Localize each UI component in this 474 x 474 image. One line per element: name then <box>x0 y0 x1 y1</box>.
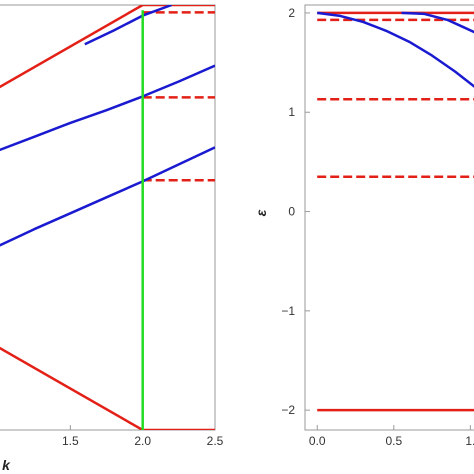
series-group <box>317 11 474 412</box>
red-solid-line <box>0 5 144 89</box>
y-tick-label: 0 <box>288 205 295 219</box>
x-tick-label: 2.0 <box>134 434 151 448</box>
y-axis-label: ε <box>253 209 269 216</box>
plot-frame <box>304 4 474 431</box>
y-tick-label: 1 <box>288 105 295 119</box>
x-tick-label: 1.5 <box>62 434 79 448</box>
x-tick-label: 1. <box>465 434 474 448</box>
x-tick-label: 0.5 <box>385 434 402 448</box>
red-solid-line <box>0 346 144 430</box>
plot-frame <box>0 4 216 431</box>
blue-curve <box>0 146 215 247</box>
x-tick-label: 2.5 <box>207 434 224 448</box>
y-tick-label: −1 <box>281 304 295 318</box>
left-panel: 1.5 2.0 2.5 k <box>0 4 224 473</box>
blue-curve <box>317 11 474 88</box>
x-tick-label: 0.0 <box>309 434 326 448</box>
y-tick-label: −2 <box>281 403 295 417</box>
y-tick-label: 2 <box>288 6 295 20</box>
blue-curve <box>401 11 474 34</box>
blue-curve <box>84 5 173 46</box>
blue-curve <box>0 64 215 152</box>
series-group <box>0 5 215 430</box>
x-axis-label: k <box>2 457 11 473</box>
right-panel: 0.0 0.5 1. 2 1 0 −1 −2 ε <box>253 4 474 448</box>
